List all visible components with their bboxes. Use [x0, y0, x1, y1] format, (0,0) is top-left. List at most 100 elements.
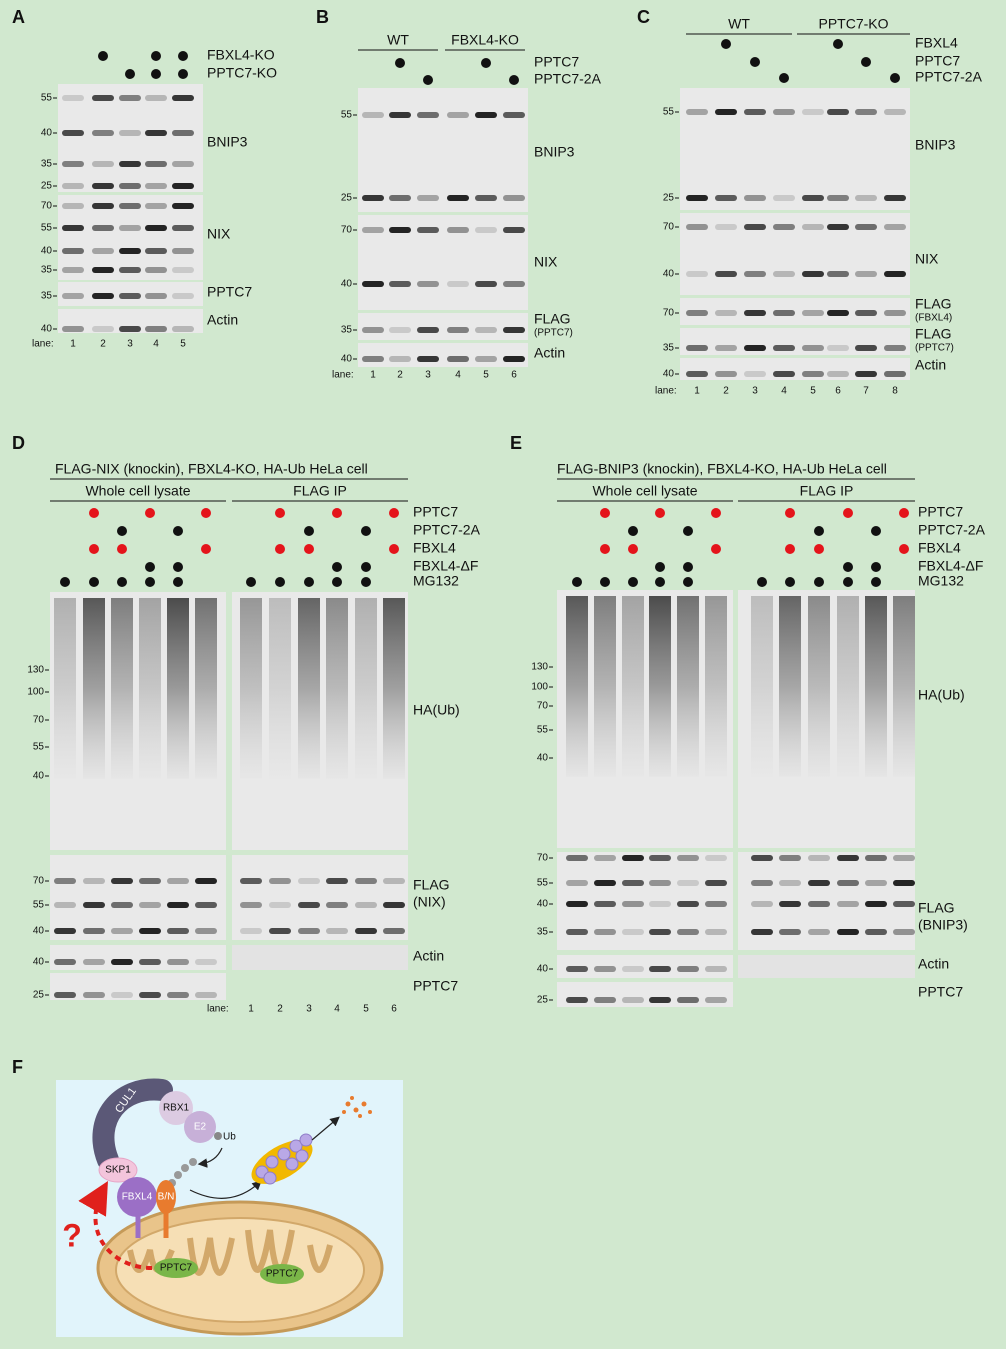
- mito-inner: [115, 1217, 365, 1323]
- fbxl4-label: FBXL4: [122, 1192, 153, 1203]
- band: [139, 878, 161, 884]
- band: [503, 112, 525, 118]
- lane-number: 3: [425, 370, 431, 381]
- band: [893, 901, 915, 907]
- band: [779, 929, 801, 935]
- blot-label: Actin: [915, 357, 946, 373]
- mw-marker: 40: [537, 899, 549, 910]
- band: [119, 161, 141, 167]
- band: [594, 997, 616, 1003]
- band: [362, 327, 384, 333]
- condition-dot: [178, 51, 188, 61]
- condition-dot: [814, 577, 824, 587]
- band: [447, 327, 469, 333]
- band: [566, 997, 588, 1003]
- band: [855, 109, 877, 115]
- condition-dot: [423, 75, 433, 85]
- band: [594, 855, 616, 861]
- band: [715, 310, 737, 316]
- mw-marker: 25: [537, 995, 549, 1006]
- band: [447, 112, 469, 118]
- condition-label: PPTC7-KO: [207, 65, 277, 81]
- ub-smear: [837, 596, 859, 777]
- band: [145, 326, 167, 332]
- condition-dot: [201, 544, 211, 554]
- band: [119, 248, 141, 254]
- condition-dot: [275, 508, 285, 518]
- band: [884, 345, 906, 351]
- blot: [557, 955, 733, 978]
- blot-sublabel: (PPTC7): [915, 343, 954, 354]
- condition-dot: [628, 577, 638, 587]
- band: [195, 902, 217, 908]
- band: [837, 929, 859, 935]
- ub-smear: [355, 598, 377, 779]
- panel-letter: D: [12, 433, 25, 453]
- blot: [738, 955, 915, 978]
- band: [865, 880, 887, 886]
- band: [119, 95, 141, 101]
- band: [855, 224, 877, 230]
- band: [92, 248, 114, 254]
- band: [62, 293, 84, 299]
- condition-dot: [600, 544, 610, 554]
- blot-sublabel: (FBXL4): [915, 313, 952, 324]
- band: [145, 130, 167, 136]
- condition-dot: [814, 526, 824, 536]
- band: [677, 997, 699, 1003]
- blot: [680, 88, 910, 210]
- panel-letter: E: [510, 433, 522, 453]
- mw-marker: 55: [41, 223, 53, 234]
- band: [92, 161, 114, 167]
- band: [884, 271, 906, 277]
- mw-marker: 130: [531, 662, 548, 673]
- band: [594, 901, 616, 907]
- condition-label: PPTC7: [413, 504, 458, 520]
- lane-number: 8: [892, 386, 898, 397]
- condition-dot: [117, 526, 127, 536]
- band: [172, 203, 194, 209]
- condition-dot: [173, 526, 183, 536]
- condition-dot: [60, 577, 70, 587]
- blot: [358, 88, 528, 212]
- mw-marker: 40: [341, 279, 353, 290]
- ub-smear: [865, 596, 887, 777]
- band: [83, 878, 105, 884]
- band: [893, 929, 915, 935]
- band: [855, 310, 877, 316]
- band: [62, 183, 84, 189]
- ub-smear: [649, 596, 671, 777]
- band: [383, 878, 405, 884]
- band: [649, 997, 671, 1003]
- band: [622, 855, 644, 861]
- band: [139, 959, 161, 965]
- band: [751, 901, 773, 907]
- pptc7-label: PPTC7: [160, 1263, 193, 1274]
- blot-label: Actin: [918, 956, 949, 972]
- band: [802, 195, 824, 201]
- condition-dot: [481, 58, 491, 68]
- band: [389, 356, 411, 362]
- condition-dot: [389, 508, 399, 518]
- band: [362, 227, 384, 233]
- blot: [50, 945, 226, 970]
- mw-marker: 70: [41, 201, 53, 212]
- band: [779, 880, 801, 886]
- band: [111, 959, 133, 965]
- band: [744, 271, 766, 277]
- pptc7-shape: [154, 1258, 198, 1278]
- mw-marker: 25: [341, 193, 353, 204]
- band: [92, 225, 114, 231]
- band: [677, 966, 699, 972]
- band: [447, 195, 469, 201]
- band: [715, 195, 737, 201]
- condition-dot: [890, 73, 900, 83]
- condition-label: FBXL4-KO: [207, 47, 275, 63]
- band: [389, 227, 411, 233]
- ub-label: Ub: [223, 1132, 236, 1143]
- condition-label: FBXL4: [915, 35, 958, 51]
- band: [566, 966, 588, 972]
- blot-label: BNIP3: [534, 144, 575, 160]
- condition-dot: [814, 544, 824, 554]
